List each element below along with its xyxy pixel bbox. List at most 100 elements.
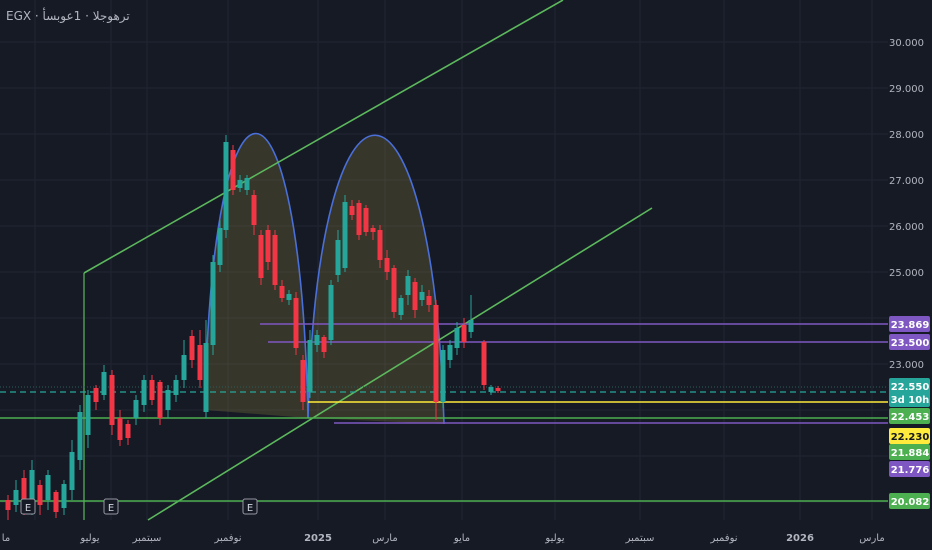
- candle-body: [447, 345, 453, 360]
- event-marker-box: [103, 498, 119, 515]
- candle-body: [203, 343, 209, 412]
- price-badge-bg: [889, 408, 930, 424]
- event-marker-box: [20, 498, 36, 515]
- x-tick-label: سبتمبر: [625, 533, 655, 544]
- price-badge: 23.500: [889, 334, 930, 350]
- price-badge: 21.776: [889, 461, 930, 477]
- candle-body: [384, 258, 390, 272]
- candle-body: [37, 485, 43, 505]
- price-badge: 23.869: [889, 316, 930, 332]
- candle-body: [377, 230, 383, 260]
- price-badge: 22.550: [889, 378, 930, 394]
- candle-body: [101, 372, 107, 395]
- candle-body: [433, 305, 439, 402]
- candle-body: [197, 345, 203, 380]
- price-badge-bg: [889, 461, 930, 477]
- candle-body: [419, 292, 425, 300]
- price-badge-label: 23.869: [891, 320, 930, 331]
- candle-body: [157, 382, 163, 418]
- candle-body: [293, 298, 299, 348]
- x-tick-label: مايو: [453, 533, 470, 544]
- x-tick-label: يوليو: [544, 533, 564, 544]
- candle-body: [342, 202, 348, 268]
- candle-body: [77, 412, 83, 460]
- arc-right: [307, 134, 445, 425]
- price-badge-label: 21.884: [891, 448, 930, 459]
- x-tick-label: ما: [2, 533, 10, 544]
- candle-body: [223, 142, 229, 230]
- candle-body: [461, 325, 467, 342]
- candle-body: [13, 490, 19, 505]
- candle-body: [356, 203, 362, 235]
- candle-body: [45, 475, 51, 500]
- arc-fill-right: [308, 135, 444, 424]
- grid: [0, 0, 888, 520]
- candle-body: [481, 342, 487, 385]
- price-badge-label: 20.082: [891, 497, 930, 508]
- candle-body: [391, 268, 397, 312]
- x-tick-label: سبتمبر: [132, 533, 162, 544]
- channel-upper: [83, 0, 564, 274]
- candle-body: [426, 296, 432, 305]
- symbol-title: EGX · ترهوجلا · 1عوبسأ: [6, 9, 130, 23]
- candle-body: [141, 380, 147, 405]
- candle-body: [321, 337, 327, 352]
- candle-body: [61, 484, 67, 508]
- price-badge-label: 22.453: [891, 412, 930, 423]
- y-tick-label: 27.000: [889, 176, 924, 187]
- candle-body: [53, 492, 59, 512]
- y-tick-label: 25.000: [889, 268, 924, 279]
- y-tick-label: 26.000: [889, 222, 924, 233]
- y-tick-label: 30.000: [889, 38, 924, 49]
- candle-body: [328, 285, 334, 340]
- price-badge: 3d 10h: [889, 391, 930, 407]
- candle-body: [363, 208, 369, 232]
- price-badge: 22.453: [889, 408, 930, 424]
- channel-lower: [147, 207, 653, 521]
- candle-body: [173, 380, 179, 395]
- candle-body: [398, 298, 404, 315]
- candle-body: [300, 360, 306, 402]
- price-badge-bg: [889, 391, 930, 407]
- candle-body: [405, 276, 411, 295]
- candle-body: [117, 418, 123, 440]
- price-badge-label: 22.230: [891, 432, 930, 443]
- price-badge-bg: [889, 444, 930, 460]
- candle-body: [468, 320, 474, 332]
- candle-body: [133, 400, 139, 418]
- candle-body: [440, 350, 446, 402]
- price-badge-label: 22.550: [891, 382, 930, 393]
- x-tick-label: 2026: [786, 533, 814, 544]
- price-badge: 22.230: [889, 428, 930, 444]
- event-marker-label: E: [247, 503, 253, 514]
- event-marker-label: E: [25, 503, 31, 514]
- candle-body: [230, 150, 236, 190]
- candle-body: [69, 452, 75, 490]
- event-marker-e: E: [242, 498, 258, 515]
- candle-body: [370, 228, 376, 232]
- candle-body: [181, 355, 187, 380]
- candle-body: [265, 230, 271, 262]
- x-tick-label: يوليو: [79, 533, 99, 544]
- event-marker-e: E: [20, 498, 36, 515]
- candle-body: [279, 286, 285, 298]
- event-marker-e: E: [103, 498, 119, 515]
- candle-body: [189, 336, 195, 360]
- candle-body: [272, 235, 278, 285]
- candle-body: [109, 375, 115, 425]
- candle-body: [454, 328, 460, 348]
- price-badge-label: 21.776: [891, 465, 930, 476]
- candle-body: [488, 387, 494, 392]
- x-tick-label: مارس: [859, 533, 884, 544]
- candle-body: [125, 424, 131, 438]
- candle-body: [85, 395, 91, 435]
- price-badge-bg: [889, 334, 930, 350]
- candle-body: [258, 235, 264, 278]
- candle-body: [237, 180, 243, 188]
- price-badge-bg: [889, 316, 930, 332]
- x-tick-label: نوفمبر: [213, 533, 241, 544]
- candle-body: [495, 388, 501, 391]
- candles: [5, 135, 501, 520]
